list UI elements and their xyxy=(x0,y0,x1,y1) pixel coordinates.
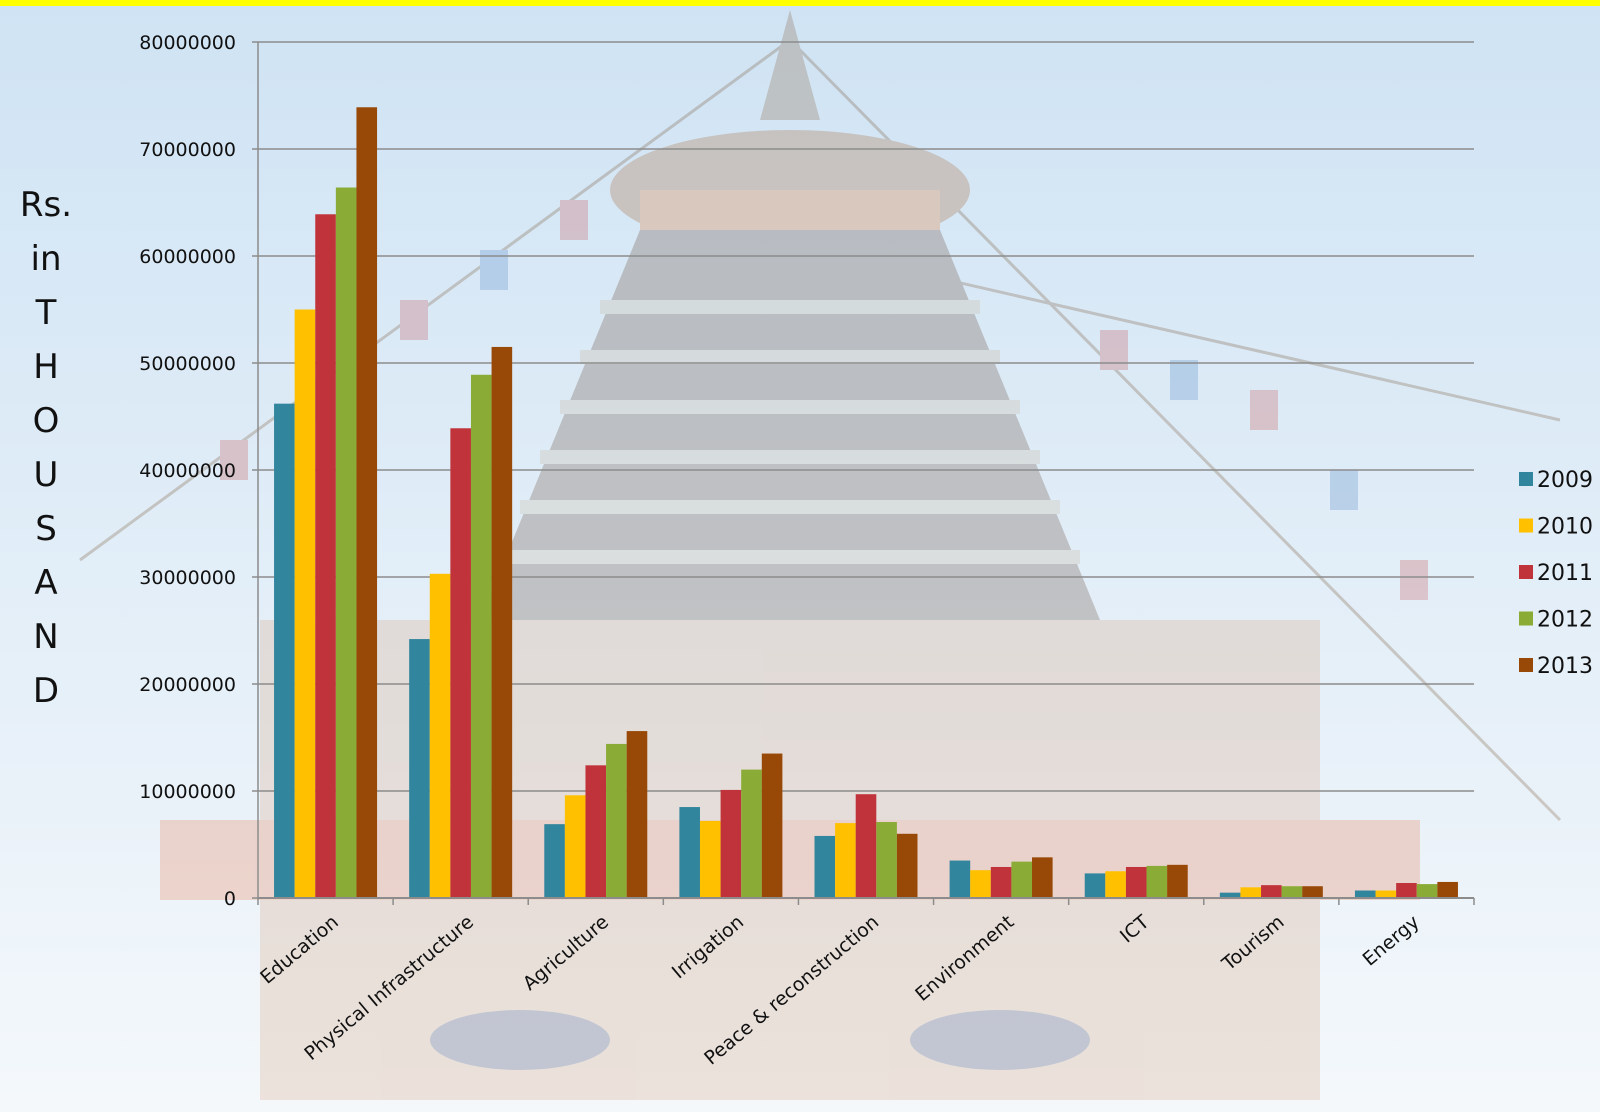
bar-2012 xyxy=(606,743,627,898)
bar-2013 xyxy=(491,346,513,898)
y-tick-label: 30000000 xyxy=(139,567,236,589)
legend-swatch xyxy=(1519,658,1533,672)
y-axis-label-line: U xyxy=(33,455,59,495)
top-accent-bar xyxy=(0,0,1600,6)
bar-2010 xyxy=(1240,887,1262,898)
bar-2012 xyxy=(1146,865,1168,898)
bar-2012 xyxy=(876,822,897,898)
y-tick-label: 10000000 xyxy=(139,781,236,803)
bar-2012 xyxy=(335,187,357,898)
bar-2011 xyxy=(720,789,742,898)
bar-2010 xyxy=(835,823,856,898)
y-axis-label-line: in xyxy=(30,239,62,279)
bar-2013 xyxy=(626,731,648,898)
bar-2011 xyxy=(450,428,471,898)
legend-swatch xyxy=(1519,518,1533,533)
bar-2010 xyxy=(699,820,721,898)
y-axis-label-line: Rs. xyxy=(19,185,73,225)
bar-2010 xyxy=(564,795,586,898)
legend: 2009 2010 2011 2012 2013 xyxy=(1519,468,1593,679)
bar-2013 xyxy=(761,753,783,898)
y-axis-label-line: N xyxy=(33,617,59,657)
y-axis-label-line: T xyxy=(35,293,57,333)
y-tick-label: 20000000 xyxy=(139,674,236,696)
bar-2009 xyxy=(949,860,971,898)
bar-2010 xyxy=(294,309,316,898)
legend-swatch xyxy=(1519,565,1533,579)
bar-2011 xyxy=(315,214,336,898)
x-category-label: Agriculture xyxy=(519,911,613,995)
x-category-label: ICT xyxy=(1116,911,1154,948)
bar-2011 xyxy=(1125,866,1147,898)
legend-label: 2013 xyxy=(1537,654,1593,679)
y-tick-label: 80000000 xyxy=(139,32,236,54)
bar-2010 xyxy=(1375,890,1397,898)
legend-swatch xyxy=(1519,611,1533,626)
y-axis-label-line: D xyxy=(32,671,60,711)
y-tick-label: 60000000 xyxy=(139,246,236,268)
bar-2012 xyxy=(470,374,492,898)
bar-2009 xyxy=(1354,890,1376,898)
bar-2009 xyxy=(544,824,565,898)
bar-2009 xyxy=(814,835,836,898)
bar-2013 xyxy=(356,107,378,898)
legend-label: 2011 xyxy=(1537,561,1593,586)
legend-label: 2010 xyxy=(1537,515,1593,540)
bar-2009 xyxy=(274,403,295,898)
legend-label: 2009 xyxy=(1537,468,1593,493)
bar-2013 xyxy=(1437,881,1458,898)
bar-2010 xyxy=(429,573,451,898)
y-axis-label-line: A xyxy=(34,563,58,603)
bar-2012 xyxy=(1011,861,1033,898)
bar-2011 xyxy=(855,794,877,898)
bar-2012 xyxy=(1281,886,1303,898)
x-axis xyxy=(257,42,1475,905)
bar-2011 xyxy=(585,765,607,898)
y-tick-label: 70000000 xyxy=(139,139,236,161)
bar-2013 xyxy=(1302,886,1323,898)
bar-2010 xyxy=(1105,871,1126,898)
y-axis-label-line: H xyxy=(33,347,59,387)
y-tick-label: 0 xyxy=(224,888,236,910)
bar-2009 xyxy=(409,639,430,898)
x-category-label: Irrigation xyxy=(668,911,748,983)
legend-label: 2012 xyxy=(1537,608,1593,633)
bar-2009 xyxy=(1084,873,1106,898)
y-tick-label: 50000000 xyxy=(139,353,236,375)
y-axis-label-line: S xyxy=(35,509,57,549)
x-category-label: Environment xyxy=(911,911,1018,1006)
y-axis-label-line: O xyxy=(32,401,60,441)
bar-2010 xyxy=(970,870,991,898)
bar-2012 xyxy=(741,769,762,898)
x-category-label: Education xyxy=(256,911,343,989)
bar-2009 xyxy=(1219,892,1241,898)
bar-2009 xyxy=(679,807,700,898)
bar-2012 xyxy=(1416,884,1438,898)
x-category-label: Energy xyxy=(1359,911,1424,971)
y-axis-ticks: 0 10000000 20000000 30000000 40000000 5000000… xyxy=(139,32,258,910)
bar-2013 xyxy=(896,833,918,898)
bar-2011 xyxy=(1261,885,1282,898)
bars xyxy=(274,107,1458,898)
bar-2011 xyxy=(1396,883,1417,898)
x-category-label: Tourism xyxy=(1217,911,1288,976)
y-tick-label: 40000000 xyxy=(139,460,236,482)
y-axis-label: Rs. in T H O U S A N D xyxy=(14,178,78,718)
bar-2013 xyxy=(1032,857,1053,898)
bar-2011 xyxy=(990,866,1012,898)
bar-2013 xyxy=(1167,864,1188,898)
legend-swatch xyxy=(1519,472,1533,486)
